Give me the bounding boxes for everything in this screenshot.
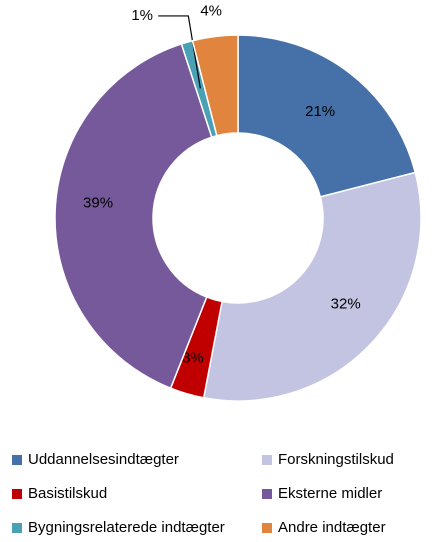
legend-swatch xyxy=(262,455,272,465)
legend-swatch xyxy=(262,523,272,533)
legend-label: Forskningstilskud xyxy=(278,451,394,468)
legend-label: Basistilskud xyxy=(28,485,107,502)
legend-swatch xyxy=(12,489,22,499)
data-label: 39% xyxy=(83,195,113,212)
slice xyxy=(191,34,239,137)
data-label: 3% xyxy=(182,349,204,366)
legend-swatch xyxy=(12,523,22,533)
data-label: 21% xyxy=(305,103,335,120)
slice xyxy=(54,43,213,390)
slice xyxy=(202,171,422,402)
legend-label: Bygningsrelaterede indtægter xyxy=(28,519,225,536)
data-label: 1% xyxy=(131,7,153,24)
legend-swatch xyxy=(262,489,272,499)
legend-label: Uddannelsesindtægter xyxy=(28,451,179,468)
legend-label: Andre indtægter xyxy=(278,519,386,536)
legend-label: Eksterne midler xyxy=(278,485,382,502)
slice xyxy=(237,34,417,198)
legend-swatch xyxy=(12,455,22,465)
data-label: 4% xyxy=(200,3,222,20)
data-label: 32% xyxy=(331,296,361,313)
leader-line xyxy=(158,15,201,89)
